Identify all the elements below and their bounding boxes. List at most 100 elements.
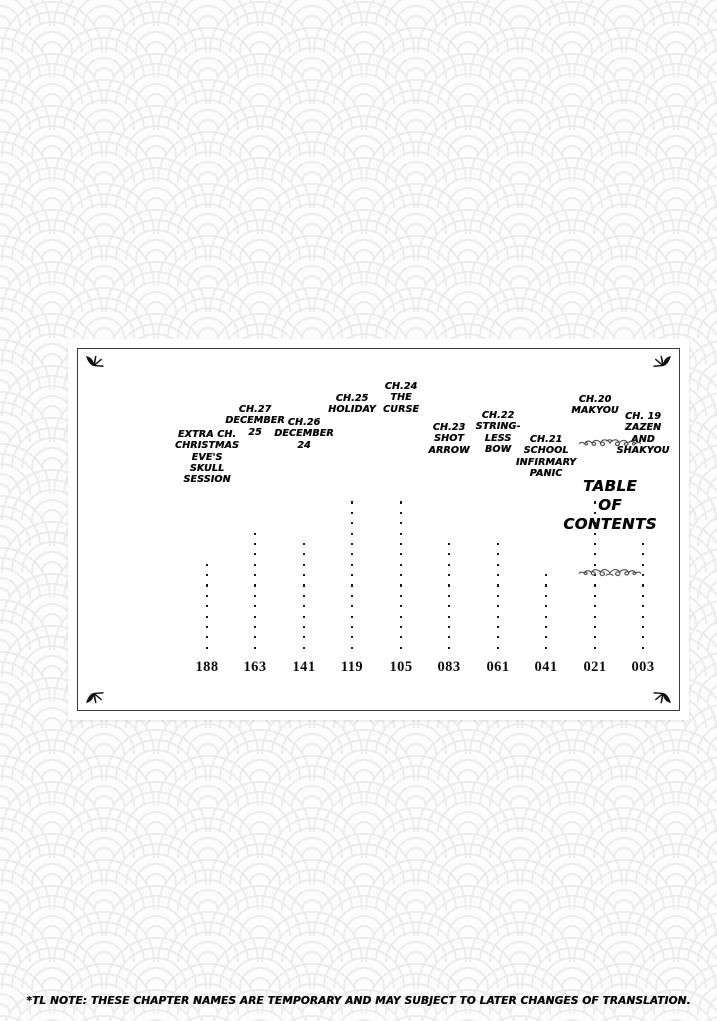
leader-dots bbox=[552, 417, 638, 659]
leader-dot bbox=[399, 511, 403, 514]
leader-dot bbox=[253, 615, 257, 618]
chapter-page-number[interactable]: 061 bbox=[486, 659, 510, 675]
leader-dot bbox=[447, 574, 451, 577]
leader-dot bbox=[399, 615, 403, 618]
leader-dot bbox=[399, 594, 403, 597]
chapter-page-number[interactable]: 021 bbox=[583, 659, 607, 675]
leader-dot bbox=[593, 553, 597, 556]
chapter-entry[interactable]: CH.26 DECEMBER 24 141 bbox=[261, 417, 347, 675]
leader-dot bbox=[641, 625, 645, 629]
leader-dot bbox=[350, 615, 354, 618]
leader-dot bbox=[641, 542, 645, 546]
leader-dot bbox=[496, 594, 500, 597]
chapter-entry[interactable]: CH.22 STRING- LESS BOW 061 bbox=[455, 410, 541, 675]
leader-dot bbox=[496, 574, 500, 577]
chapter-title: CH.26 DECEMBER 24 bbox=[274, 417, 334, 451]
chapter-entry[interactable]: CH.21 SCHOOL INFIRMARY PANIC 041 bbox=[503, 434, 589, 675]
leader-dot bbox=[302, 553, 306, 556]
leader-dot bbox=[399, 542, 403, 546]
leader-dot bbox=[447, 542, 451, 546]
leader-dot bbox=[205, 574, 209, 577]
chapter-page-number[interactable]: 105 bbox=[389, 659, 413, 675]
chapter-page-number[interactable]: 119 bbox=[340, 659, 364, 675]
leader-dot bbox=[399, 522, 403, 525]
leader-dot bbox=[496, 605, 500, 608]
leader-dots bbox=[164, 485, 250, 659]
leader-dot bbox=[544, 625, 548, 629]
leader-dot bbox=[350, 501, 354, 504]
chapter-page-number[interactable]: 163 bbox=[243, 659, 267, 675]
leader-dot bbox=[350, 636, 354, 639]
leader-dot bbox=[447, 553, 451, 556]
table-of-contents-panel-inner: EXTRA CH. CHRISTMAS EVE'S SKULL SESSION 1… bbox=[77, 348, 680, 711]
leader-dots bbox=[406, 456, 492, 659]
leader-dot bbox=[496, 646, 500, 649]
leader-dot bbox=[593, 563, 597, 566]
chapter-list: EXTRA CH. CHRISTMAS EVE'S SKULL SESSION 1… bbox=[78, 349, 679, 710]
leader-dot bbox=[593, 584, 597, 587]
leader-dot bbox=[205, 594, 209, 597]
leader-dot bbox=[544, 615, 548, 618]
translator-note: *TL NOTE: THESE CHAPTER NAMES ARE TEMPOR… bbox=[26, 995, 691, 1007]
leader-dot bbox=[399, 605, 403, 608]
leader-dot bbox=[253, 553, 257, 556]
leader-dots bbox=[261, 451, 347, 659]
chapter-entry[interactable]: CH.27 DECEMBER 25 163 bbox=[212, 404, 298, 675]
leader-dots bbox=[309, 416, 395, 659]
chapter-title: CH.22 STRING- LESS BOW bbox=[475, 410, 521, 455]
leader-dots bbox=[358, 415, 444, 659]
leader-dot bbox=[496, 553, 500, 556]
chapter-title: CH. 19 ZAZEN AND SHAKYOU bbox=[616, 411, 670, 456]
leader-dot bbox=[593, 532, 597, 535]
leader-dot bbox=[350, 542, 354, 546]
leader-dot bbox=[302, 605, 306, 608]
leader-dot bbox=[593, 646, 597, 649]
chapter-entry[interactable]: CH.20 MAKYOU 021 bbox=[552, 394, 638, 675]
leader-dot bbox=[544, 594, 548, 597]
leader-dot bbox=[253, 532, 257, 535]
leader-dot bbox=[496, 625, 500, 629]
leader-dot bbox=[641, 594, 645, 597]
leader-dot bbox=[350, 625, 354, 629]
leader-dot bbox=[399, 646, 403, 649]
chapter-title: CH.21 SCHOOL INFIRMARY PANIC bbox=[515, 434, 577, 479]
chapter-page-number[interactable]: 003 bbox=[631, 659, 655, 675]
leader-dot bbox=[544, 584, 548, 587]
filigree-ornament-icon bbox=[571, 435, 649, 451]
leader-dot bbox=[350, 511, 354, 514]
leader-dot bbox=[496, 584, 500, 587]
chapter-page-number[interactable]: 141 bbox=[292, 659, 316, 675]
leader-dot bbox=[253, 584, 257, 587]
leader-dot bbox=[350, 605, 354, 608]
leader-dot bbox=[350, 594, 354, 597]
leader-dots bbox=[212, 438, 298, 659]
chapter-page-number[interactable]: 188 bbox=[195, 659, 219, 675]
leader-dots bbox=[455, 455, 541, 659]
leader-dot bbox=[641, 553, 645, 556]
chapter-page-number[interactable]: 041 bbox=[534, 659, 558, 675]
leader-dot bbox=[593, 636, 597, 639]
leader-dot bbox=[350, 646, 354, 649]
leader-dot bbox=[205, 563, 209, 566]
chapter-entry[interactable]: EXTRA CH. CHRISTMAS EVE'S SKULL SESSION 1… bbox=[164, 429, 250, 675]
leader-dot bbox=[593, 605, 597, 608]
leader-dot bbox=[302, 625, 306, 629]
leader-dot bbox=[399, 584, 403, 587]
leader-dot bbox=[302, 542, 306, 546]
leader-dot bbox=[593, 522, 597, 525]
leader-dot bbox=[350, 563, 354, 566]
leader-dot bbox=[205, 625, 209, 629]
leader-dot bbox=[399, 636, 403, 639]
chapter-entry[interactable]: CH.24 THE CURSE 105 bbox=[358, 381, 444, 675]
leader-dots bbox=[503, 479, 589, 659]
chapter-title: CH.20 MAKYOU bbox=[571, 394, 619, 417]
filigree-ornament-icon bbox=[571, 564, 649, 580]
leader-dot bbox=[205, 636, 209, 639]
leader-dot bbox=[496, 636, 500, 639]
chapter-entry[interactable]: CH. 19 ZAZEN AND SHAKYOU 003 bbox=[600, 411, 679, 675]
leader-dot bbox=[544, 636, 548, 639]
chapter-entry[interactable]: CH.25 HOLIDAY 119 bbox=[309, 393, 395, 675]
chapter-entry[interactable]: CH.23 SHOT ARROW 083 bbox=[406, 422, 492, 675]
leader-dot bbox=[641, 636, 645, 639]
chapter-page-number[interactable]: 083 bbox=[437, 659, 461, 675]
